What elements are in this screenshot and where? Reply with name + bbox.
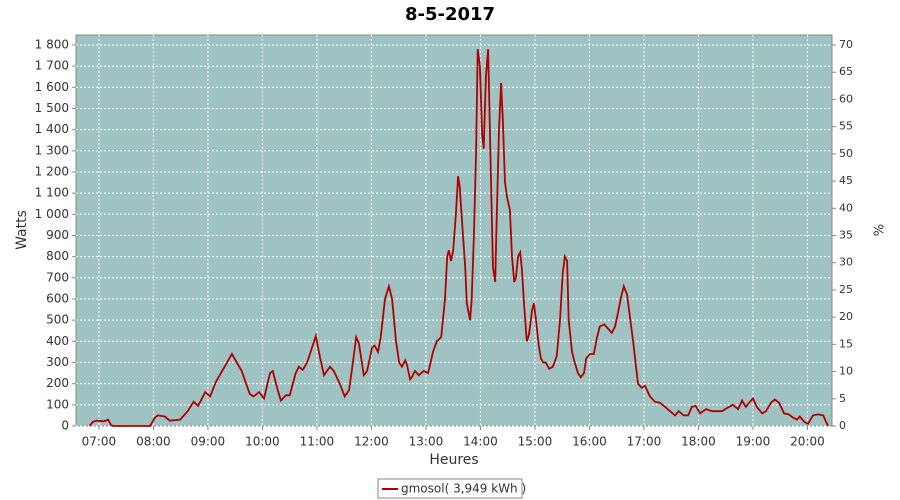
y2-tick-label: 0 — [839, 419, 846, 432]
y2-tick-label: 30 — [839, 256, 853, 269]
y2-tick-label: 60 — [839, 92, 853, 105]
y2-tick-label: 25 — [839, 283, 853, 296]
y2-tick-label: 20 — [839, 310, 853, 323]
y-tick-label: 800 — [46, 249, 69, 263]
x-tick-label: 15:00 — [518, 435, 553, 449]
y-tick-label: 1 400 — [35, 122, 69, 136]
y2-axis-label: % — [873, 224, 888, 236]
x-tick-label: 13:00 — [409, 435, 444, 449]
x-tick-label: 10:00 — [245, 435, 280, 449]
y2-tick-label: 55 — [839, 120, 853, 133]
y2-tick-label: 65 — [839, 65, 853, 78]
y-tick-label: 1 200 — [35, 164, 69, 178]
x-tick-label: 14:00 — [463, 435, 498, 449]
y-tick-label: 1 000 — [35, 207, 69, 221]
x-tick-label: 18:00 — [681, 435, 716, 449]
y-tick-label: 600 — [46, 291, 69, 305]
y-tick-label: 1 500 — [35, 101, 69, 115]
y-tick-label: 100 — [46, 397, 69, 411]
line-series — [88, 49, 829, 427]
y-tick-label: 400 — [46, 334, 69, 348]
x-tick-label: 20:00 — [790, 435, 825, 449]
y2-tick-label: 45 — [839, 174, 853, 187]
y-tick-label: 700 — [46, 270, 69, 284]
y-tick-label: 1 700 — [35, 59, 69, 73]
chart-title: 8-5-2017 — [405, 4, 495, 25]
y2-tick-label: 5 — [839, 392, 846, 405]
y-axis-label: Watts — [14, 210, 30, 250]
x-tick-label: 09:00 — [191, 435, 226, 449]
y2-tick-label: 50 — [839, 147, 853, 160]
y-tick-label: 900 — [46, 228, 69, 242]
x-tick-label: 07:00 — [82, 435, 117, 449]
y-tick-label: 200 — [46, 376, 69, 390]
x-tick-label: 12:00 — [354, 435, 389, 449]
y-tick-label: 1 100 — [35, 186, 69, 200]
y2-tick-label: 40 — [839, 201, 853, 214]
y-tick-label: 1 800 — [35, 37, 69, 51]
legend-label: gmosol( 3,949 kWh ) — [401, 482, 526, 496]
y-tick-label: 1 300 — [35, 143, 69, 157]
x-tick-label: 16:00 — [572, 435, 607, 449]
x-tick-label: 17:00 — [627, 435, 662, 449]
y2-tick-label: 15 — [839, 337, 853, 350]
x-axis-label: Heures — [429, 452, 478, 468]
y-tick-label: 0 — [61, 419, 69, 433]
y2-tick-label: 10 — [839, 365, 853, 378]
x-tick-label: 11:00 — [300, 435, 335, 449]
y-tick-label: 300 — [46, 355, 69, 369]
x-tick-label: 19:00 — [736, 435, 771, 449]
y-tick-label: 1 600 — [35, 80, 69, 94]
y2-tick-label: 35 — [839, 229, 853, 242]
x-tick-label: 08:00 — [136, 435, 171, 449]
y-tick-label: 500 — [46, 313, 69, 327]
y2-tick-label: 70 — [839, 38, 853, 51]
legend-box — [377, 478, 523, 499]
